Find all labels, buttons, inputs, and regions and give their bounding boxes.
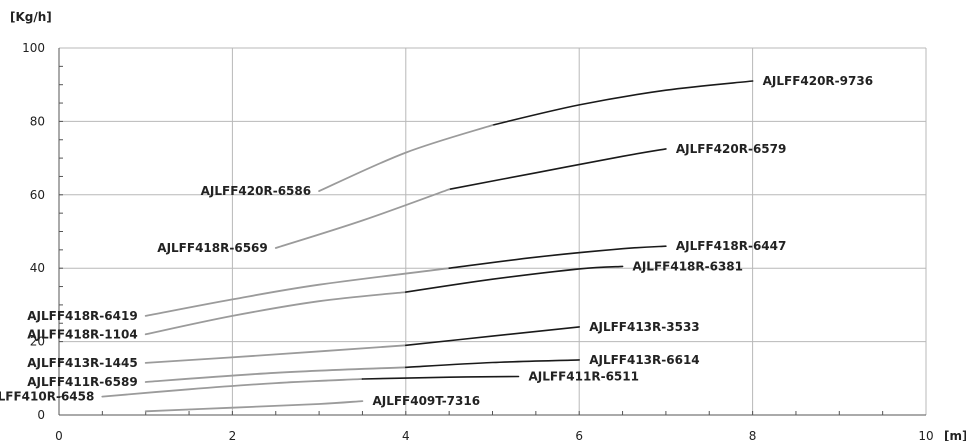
y-tick-label: 40: [30, 261, 45, 275]
series-labels: AJLFF420R-9736 AJLFF420R-6586 AJLFF420R-65…: [0, 74, 873, 408]
series-label-ajlff411r-6511: AJLFF411R-6511: [529, 369, 639, 383]
series-label-ajlff420r-6586: AJLFF420R-6586: [201, 184, 311, 198]
series-line-ajlff420r-6579: [448, 148, 667, 191]
grid: [59, 47, 927, 415]
y-tick-label: 20: [30, 335, 45, 349]
series-line-ajlff420r-9736: [491, 80, 754, 126]
x-tick-label: 6: [575, 429, 583, 441]
series-label-ajlff418r-6447: AJLFF418R-6447: [676, 239, 786, 253]
series-label-ajlff411r-6589: AJLFF411R-6589: [27, 375, 137, 389]
x-tick-label: 4: [402, 429, 410, 441]
series-label-ajlff413r-6614: AJLFF413R-6614: [589, 353, 699, 367]
series-line-ajlff413r-6614: [405, 359, 580, 369]
series-lines: [101, 80, 754, 413]
series-label-ajlff413r-3533: AJLFF413R-3533: [589, 320, 699, 334]
series-line-ajlff413r-3533: [405, 326, 580, 347]
x-tick-label: 2: [229, 429, 237, 441]
series-label-ajlff413r-1445: AJLFF413R-1445: [27, 356, 137, 370]
series-line-ajlff418r-6381: [144, 291, 407, 336]
y-tick-label: 0: [37, 408, 45, 422]
series-label-ajlff418r-6419: AJLFF418R-6419: [27, 309, 137, 323]
series-line-ajlff411r-6511: [361, 375, 520, 380]
series-line-ajlff418r-6381: [405, 265, 624, 293]
series-label-ajlff418r-6381: AJLFF418R-6381: [633, 259, 743, 273]
series-line-ajlff411r-6511: [101, 378, 364, 398]
y-tick-label: 80: [30, 114, 45, 128]
series-line-ajlff418r-6447: [144, 267, 451, 317]
series-label-ajlff410r-6458: AJLFF410R-6458: [0, 390, 94, 404]
y-tick-label: 60: [30, 188, 45, 202]
x-tick-label: 8: [749, 429, 757, 441]
series-line-ajlff413r-3533: [144, 344, 407, 364]
series-line-ajlff418r-6569: [274, 188, 451, 249]
series-label-ajlff418r-6569: AJLFF418R-6569: [157, 241, 267, 255]
x-unit-label: [m]: [944, 429, 966, 441]
series-label-ajlff409t-7316: AJLFF409T-7316: [372, 394, 480, 408]
y-tick-label: 100: [22, 41, 45, 55]
series-label-ajlff420r-6579: AJLFF420R-6579: [676, 142, 786, 156]
series-line-ajlff418r-6447: [448, 245, 667, 269]
x-tick-label: 0: [55, 429, 63, 441]
series-line-ajlff413r-6614: [144, 366, 407, 383]
series-line-ajlff409t-7316: [144, 400, 364, 413]
y-unit-label: [Kg/h]: [10, 10, 52, 24]
x-tick-label: 10: [918, 429, 933, 441]
series-line-ajlff420r-6586: [318, 124, 494, 192]
series-label-ajlff420r-9736: AJLFF420R-9736: [763, 74, 873, 88]
series-label-ajlff418r-1104: AJLFF418R-1104: [27, 327, 137, 341]
